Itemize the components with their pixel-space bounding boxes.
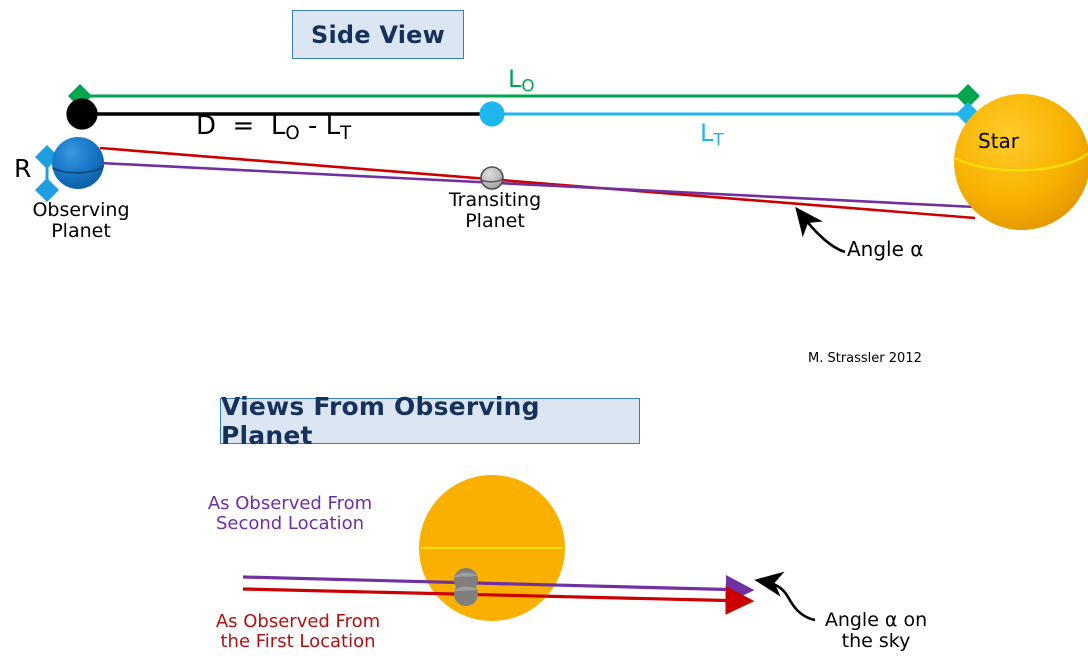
angle-alpha-label: Angle α (847, 237, 924, 261)
second-location-label: As Observed From Second Location (207, 493, 373, 535)
transiting-planet-sphere (480, 166, 504, 190)
radius-label: R (14, 154, 32, 183)
side-view-title: Side View (292, 10, 464, 59)
views-from-observing-planet-title: Views From Observing Planet (220, 392, 640, 450)
star-sphere (954, 94, 1088, 230)
observing-planet-sphere (52, 137, 105, 189)
sky-angle-pointer (754, 571, 816, 622)
transiting-planet-label: Transiting Planet (448, 189, 542, 233)
distance-equation-label: D = LO - LT (196, 111, 352, 145)
bottom-transiting-planet-upper (454, 568, 478, 592)
bottom-line-first-location (242, 586, 755, 615)
bottom-line-second-location (242, 575, 755, 604)
sky-angle-label: Angle α on the sky (824, 609, 928, 653)
observing-planet-label: Observing Planet (32, 199, 130, 243)
credit-label: M. Strassler 2012 (808, 351, 922, 366)
bottom-transiting-planet-lower (454, 582, 478, 606)
length-transit-label: LT (700, 119, 724, 150)
angle-alpha-pointer (795, 206, 846, 254)
star-label: Star (978, 129, 1020, 153)
first-location-label: As Observed From the First Location (215, 611, 381, 653)
length-observer-label: LO (508, 65, 535, 96)
bottom-star-disk (419, 475, 565, 621)
